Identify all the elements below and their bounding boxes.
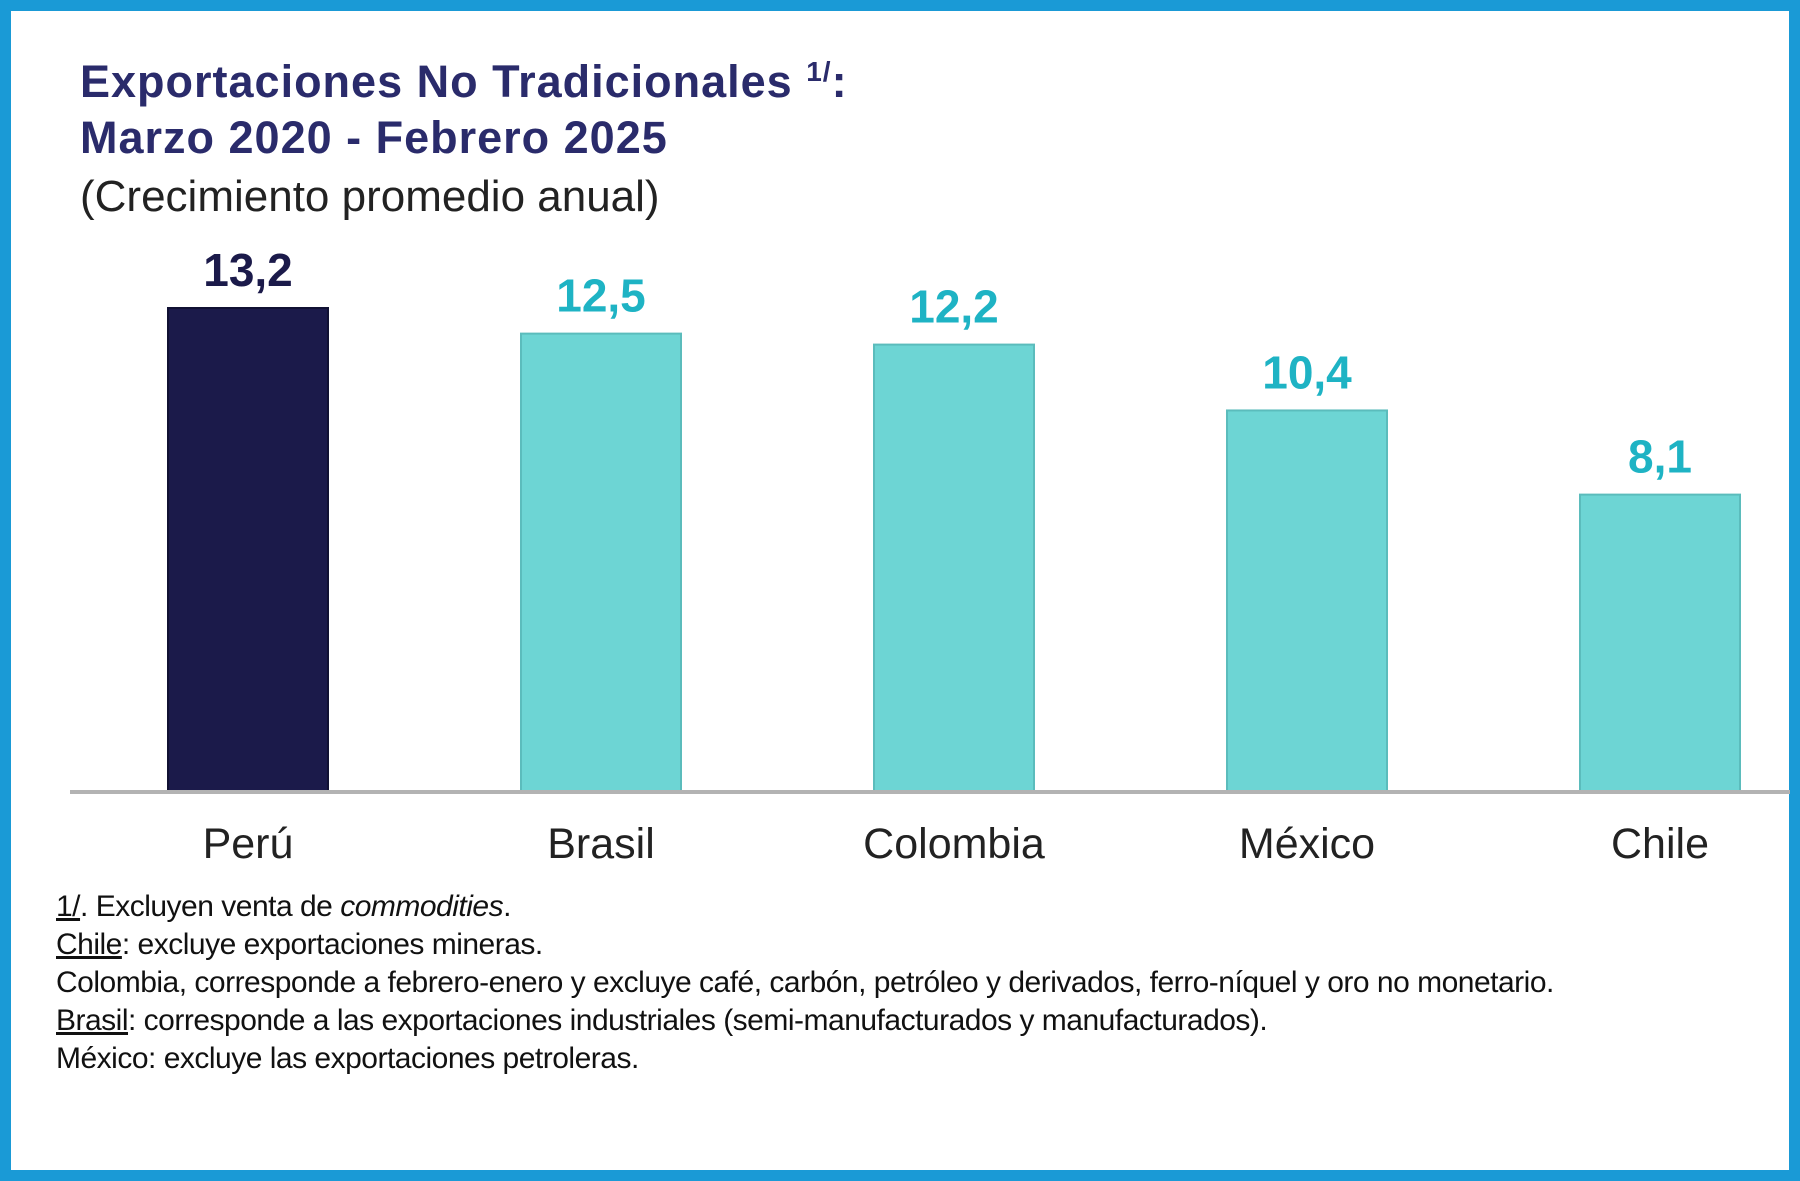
footnote-brasil: Brasil: corresponde a las exportaciones … xyxy=(56,1002,1756,1040)
title-footnote-marker: 1/ xyxy=(806,56,832,87)
bar-perú xyxy=(167,307,329,792)
category-label-brasil: Brasil xyxy=(547,820,655,868)
footnote-chile-label: Chile xyxy=(56,928,122,961)
footnote-1-end: . xyxy=(503,890,511,923)
footnote-colombia: Colombia, corresponde a febrero-enero y … xyxy=(56,966,1554,999)
title-line-1: Exportaciones No Tradicionales xyxy=(80,56,793,107)
data-label-perú: 13,2 xyxy=(203,244,293,296)
footnote-chile: Chile: excluye exportaciones mineras. xyxy=(56,926,1756,964)
data-label-chile: 8,1 xyxy=(1628,431,1692,483)
footnotes: 1/. Excluyen venta de commodities. Chile… xyxy=(56,888,1756,1078)
footnote-1-marker: 1/ xyxy=(56,890,81,923)
category-label-colombia: Colombia xyxy=(863,820,1045,868)
data-label-brasil: 12,5 xyxy=(556,270,646,322)
chart-subtitle: (Crecimiento promedio anual) xyxy=(80,172,660,221)
footnote-1-text: . Excluyen venta de xyxy=(80,890,341,923)
bar-brasil xyxy=(520,332,682,792)
footnote-chile-text: : excluye exportaciones mineras. xyxy=(121,928,543,961)
title-colon: : xyxy=(831,56,848,107)
footnote-brasil-label: Brasil xyxy=(56,1004,129,1037)
title-line-2: Marzo 2020 - Febrero 2025 xyxy=(80,112,668,163)
data-label-colombia: 12,2 xyxy=(909,281,999,333)
category-label-perú: Perú xyxy=(203,820,294,868)
footnote-brasil-text: : corresponde a las exportaciones indust… xyxy=(128,1004,1268,1037)
bar-colombia xyxy=(873,343,1035,792)
footnote-1-italic: commodities xyxy=(340,890,504,923)
category-label-méxico: México xyxy=(1239,820,1375,868)
data-label-méxico: 10,4 xyxy=(1262,346,1352,398)
chart-title: Exportaciones No Tradicionales 1/: Marzo… xyxy=(80,54,848,166)
footnote-mexico: México: excluye las exportaciones petrol… xyxy=(56,1042,639,1075)
bar-méxico xyxy=(1226,409,1388,792)
category-label-chile: Chile xyxy=(1611,820,1709,868)
footnote-1: 1/. Excluyen venta de commodities. xyxy=(56,888,1756,926)
bar-chile xyxy=(1579,493,1741,792)
